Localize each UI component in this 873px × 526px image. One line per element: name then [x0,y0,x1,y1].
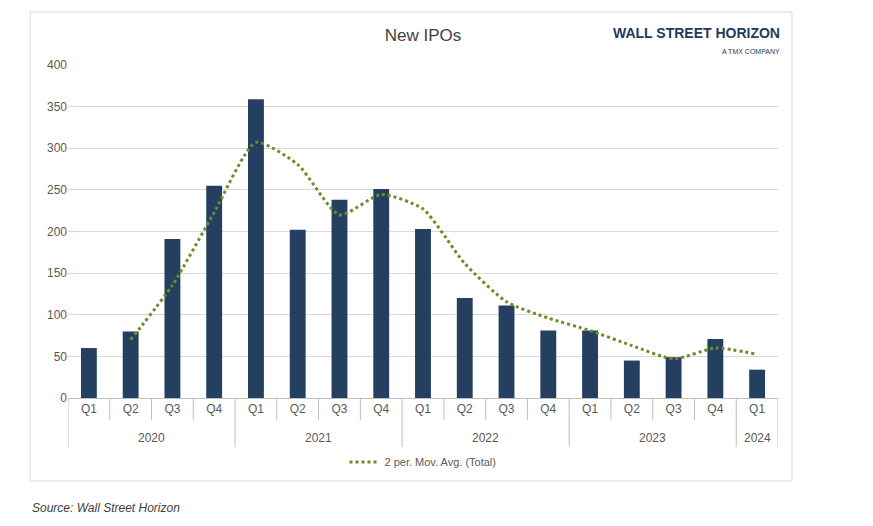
svg-text:300: 300 [47,141,67,155]
svg-text:Q2: Q2 [123,402,139,416]
svg-text:New IPOs: New IPOs [385,26,462,45]
svg-text:2022: 2022 [472,431,499,445]
svg-text:2021: 2021 [305,431,332,445]
svg-text:WALL STREET HORIZON: WALL STREET HORIZON [613,25,780,41]
svg-text:Q2: Q2 [457,402,473,416]
svg-text:100: 100 [47,308,67,322]
svg-text:Q1: Q1 [81,402,97,416]
svg-text:150: 150 [47,266,67,280]
svg-text:250: 250 [47,183,67,197]
svg-text:Q4: Q4 [206,402,222,416]
svg-text:400: 400 [47,58,67,72]
svg-text:A TMX COMPANY: A TMX COMPANY [722,48,780,55]
svg-text:Q1: Q1 [415,402,431,416]
svg-text:2020: 2020 [138,431,165,445]
svg-text:Q3: Q3 [666,402,682,416]
svg-text:Source: Wall Street Horizon: Source: Wall Street Horizon [32,501,180,515]
svg-text:Q4: Q4 [373,402,389,416]
svg-text:2024: 2024 [744,431,771,445]
svg-text:Q3: Q3 [499,402,515,416]
svg-text:350: 350 [47,100,67,114]
svg-text:Q2: Q2 [624,402,640,416]
svg-text:Q1: Q1 [248,402,264,416]
svg-text:50: 50 [54,350,68,364]
svg-text:2 per. Mov. Avg. (Total): 2 per. Mov. Avg. (Total) [385,456,496,468]
svg-text:0: 0 [60,391,67,405]
svg-text:Q3: Q3 [331,402,347,416]
svg-text:Q2: Q2 [290,402,306,416]
svg-text:Q3: Q3 [164,402,180,416]
svg-text:2023: 2023 [639,431,666,445]
svg-text:Q1: Q1 [582,402,598,416]
svg-text:Q4: Q4 [707,402,723,416]
svg-text:Q4: Q4 [540,402,556,416]
svg-text:Q1: Q1 [749,402,765,416]
svg-text:200: 200 [47,225,67,239]
